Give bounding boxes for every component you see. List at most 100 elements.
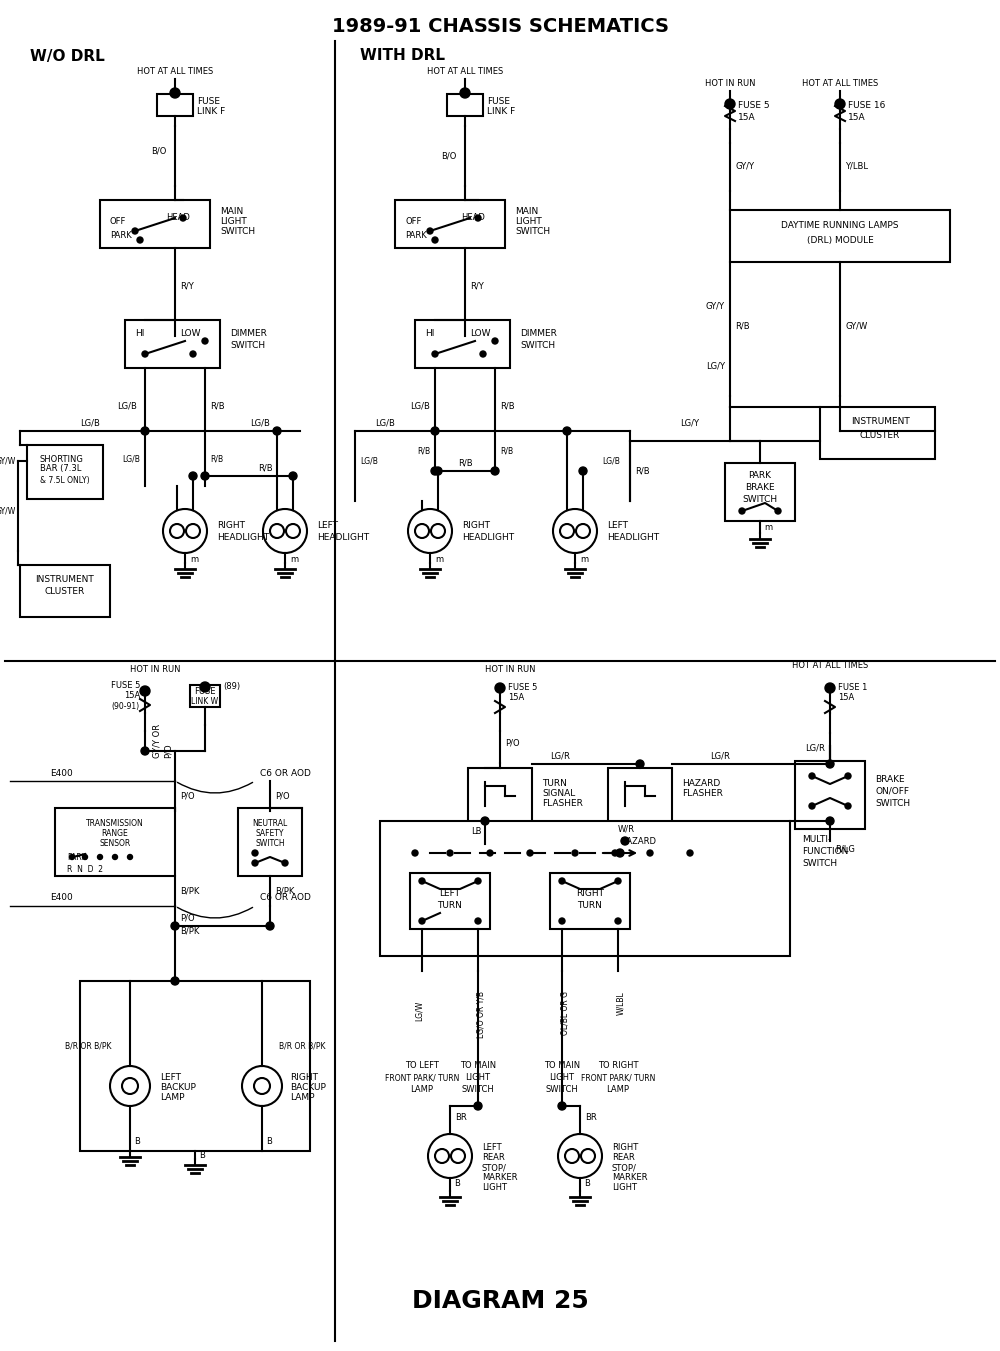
Circle shape <box>171 921 179 929</box>
Text: OFF: OFF <box>405 216 421 226</box>
Text: MARKER: MARKER <box>612 1174 648 1182</box>
Circle shape <box>739 508 745 513</box>
Text: LINK W: LINK W <box>191 697 219 707</box>
Text: LG/R: LG/R <box>710 751 730 761</box>
Circle shape <box>835 99 845 109</box>
Text: HOT IN RUN: HOT IN RUN <box>485 665 535 674</box>
Text: RIGHT: RIGHT <box>576 889 604 897</box>
Text: SWITCH: SWITCH <box>515 227 550 235</box>
Text: HOT IN RUN: HOT IN RUN <box>130 665 180 674</box>
Text: LIGHT: LIGHT <box>612 1183 637 1193</box>
Bar <box>608 767 672 821</box>
Circle shape <box>434 467 442 476</box>
Circle shape <box>419 878 425 884</box>
Text: HOT IN RUN: HOT IN RUN <box>705 78 755 88</box>
Text: LG/R: LG/R <box>805 743 825 753</box>
Text: B: B <box>454 1179 460 1189</box>
Text: P/O: P/O <box>180 913 195 923</box>
Text: R  N  D  2: R N D 2 <box>67 865 103 874</box>
Text: RIGHT: RIGHT <box>612 1143 638 1152</box>
Bar <box>447 95 483 116</box>
Bar <box>190 685 220 707</box>
Circle shape <box>475 215 481 222</box>
Circle shape <box>460 88 470 99</box>
Text: R/Y: R/Y <box>180 281 194 290</box>
Text: LIGHT: LIGHT <box>220 216 247 226</box>
Text: SIGNAL: SIGNAL <box>542 789 575 798</box>
Bar <box>27 444 103 499</box>
Circle shape <box>431 427 439 435</box>
Text: C6 OR AOD: C6 OR AOD <box>260 893 311 902</box>
Text: SWITCH: SWITCH <box>802 858 837 867</box>
Circle shape <box>475 878 481 884</box>
Text: TURN: TURN <box>542 780 567 789</box>
Bar <box>380 821 790 957</box>
Text: HI: HI <box>135 330 144 339</box>
Text: REAR: REAR <box>482 1154 505 1162</box>
Text: SENSOR: SENSOR <box>99 839 131 847</box>
Text: HEADLIGHT: HEADLIGHT <box>462 532 514 542</box>
Text: CLUSTER: CLUSTER <box>45 588 85 597</box>
Circle shape <box>112 854 118 859</box>
Text: LINK F: LINK F <box>487 107 515 115</box>
Text: W/O DRL: W/O DRL <box>30 49 105 63</box>
Circle shape <box>252 861 258 866</box>
Text: TO MAIN: TO MAIN <box>544 1062 580 1070</box>
Circle shape <box>419 917 425 924</box>
Bar <box>725 463 795 521</box>
Circle shape <box>845 773 851 780</box>
Circle shape <box>282 861 288 866</box>
Circle shape <box>615 878 621 884</box>
Circle shape <box>572 850 578 857</box>
Circle shape <box>491 467 499 476</box>
Text: FUNCTION: FUNCTION <box>802 847 848 855</box>
Circle shape <box>826 761 834 767</box>
Text: SAFETY: SAFETY <box>256 828 284 838</box>
Text: SWITCH: SWITCH <box>546 1085 578 1094</box>
Text: B/R OR B/PK: B/R OR B/PK <box>279 1042 325 1051</box>
Text: B: B <box>199 1151 205 1159</box>
Text: LG/W: LG/W <box>415 1001 424 1021</box>
Text: R/B: R/B <box>210 401 225 411</box>
Circle shape <box>82 854 88 859</box>
Circle shape <box>615 917 621 924</box>
Text: DIMMER: DIMMER <box>230 330 267 339</box>
Text: RIGHT: RIGHT <box>217 520 245 530</box>
Text: LEFT: LEFT <box>440 889 460 897</box>
Text: TRANSMISSION: TRANSMISSION <box>86 819 144 828</box>
Text: BRAKE: BRAKE <box>875 774 905 784</box>
Text: LG/B: LG/B <box>80 419 100 427</box>
Text: GY/W: GY/W <box>0 507 16 516</box>
Text: LIGHT: LIGHT <box>482 1183 507 1193</box>
Text: R/B: R/B <box>258 463 272 473</box>
Circle shape <box>132 228 138 234</box>
Text: R/Y: R/Y <box>470 281 484 290</box>
Circle shape <box>527 850 533 857</box>
Bar <box>795 761 865 830</box>
Text: BRAKE: BRAKE <box>745 484 775 493</box>
Text: BAR (7.3L: BAR (7.3L <box>40 465 81 473</box>
Circle shape <box>201 471 209 480</box>
Text: FUSE: FUSE <box>487 96 510 105</box>
Text: LG/B: LG/B <box>602 457 620 466</box>
Bar <box>415 320 510 367</box>
Text: LG/B: LG/B <box>117 401 137 411</box>
Text: HOT AT ALL TIMES: HOT AT ALL TIMES <box>802 78 878 88</box>
Text: RANGE: RANGE <box>102 828 128 838</box>
Text: HEAD: HEAD <box>461 213 485 223</box>
Circle shape <box>70 854 74 859</box>
Circle shape <box>612 850 618 857</box>
Text: HOT AT ALL TIMES: HOT AT ALL TIMES <box>137 66 213 76</box>
Text: GY/W: GY/W <box>0 457 16 466</box>
Text: DIMMER: DIMMER <box>520 330 557 339</box>
Text: R/LG: R/LG <box>835 844 855 854</box>
Text: FUSE 5: FUSE 5 <box>738 101 770 111</box>
Text: 15A: 15A <box>508 693 524 703</box>
Text: ON/OFF: ON/OFF <box>875 786 909 796</box>
Text: LAMP: LAMP <box>290 1093 314 1102</box>
Text: 15A: 15A <box>124 692 140 701</box>
Text: R/B: R/B <box>417 446 430 455</box>
Text: BACKUP: BACKUP <box>290 1084 326 1093</box>
Text: LG/B: LG/B <box>360 457 378 466</box>
Text: FRONT PARK/ TURN: FRONT PARK/ TURN <box>581 1074 655 1082</box>
